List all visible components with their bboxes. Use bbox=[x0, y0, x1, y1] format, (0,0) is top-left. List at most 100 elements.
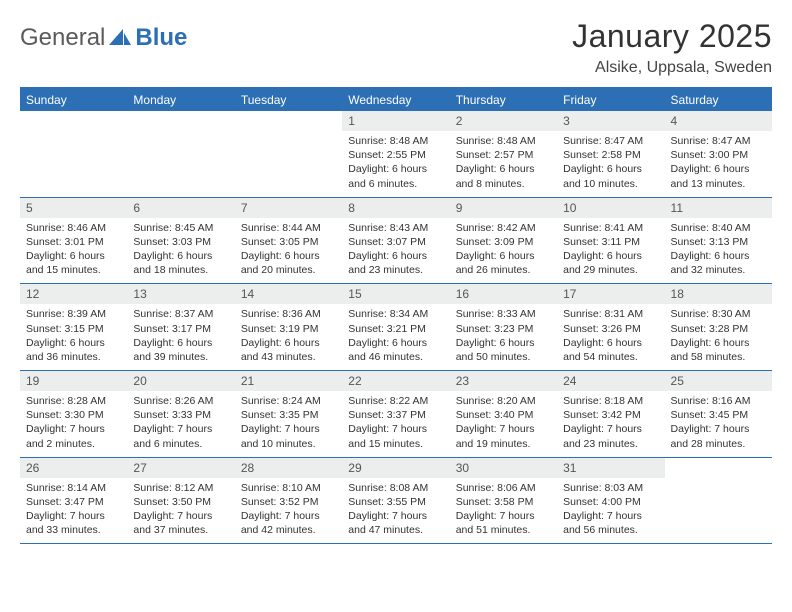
day-cell: 17Sunrise: 8:31 AMSunset: 3:26 PMDayligh… bbox=[557, 284, 664, 370]
day-number: 20 bbox=[127, 371, 234, 391]
day-line: Sunrise: 8:06 AM bbox=[456, 481, 551, 495]
day-body: Sunrise: 8:44 AMSunset: 3:05 PMDaylight:… bbox=[235, 218, 342, 284]
day-line: Daylight: 6 hours bbox=[671, 336, 766, 350]
day-line: and 39 minutes. bbox=[133, 350, 228, 364]
day-number bbox=[20, 111, 127, 131]
day-line: Daylight: 6 hours bbox=[26, 336, 121, 350]
day-number: 28 bbox=[235, 458, 342, 478]
day-line: Sunrise: 8:22 AM bbox=[348, 394, 443, 408]
day-line: and 56 minutes. bbox=[563, 523, 658, 537]
day-body bbox=[665, 478, 772, 487]
day-body bbox=[235, 131, 342, 140]
day-line: Daylight: 7 hours bbox=[26, 422, 121, 436]
day-number: 6 bbox=[127, 198, 234, 218]
location: Alsike, Uppsala, Sweden bbox=[572, 59, 772, 77]
day-header-row: SundayMondayTuesdayWednesdayThursdayFrid… bbox=[20, 89, 772, 111]
day-body: Sunrise: 8:42 AMSunset: 3:09 PMDaylight:… bbox=[450, 218, 557, 284]
day-line: Daylight: 6 hours bbox=[241, 336, 336, 350]
day-line: and 47 minutes. bbox=[348, 523, 443, 537]
day-line: Sunset: 3:17 PM bbox=[133, 322, 228, 336]
day-line: Sunrise: 8:18 AM bbox=[563, 394, 658, 408]
day-line: and 6 minutes. bbox=[133, 437, 228, 451]
day-line: and 37 minutes. bbox=[133, 523, 228, 537]
day-line: Sunset: 3:23 PM bbox=[456, 322, 551, 336]
day-line: and 10 minutes. bbox=[241, 437, 336, 451]
day-body: Sunrise: 8:28 AMSunset: 3:30 PMDaylight:… bbox=[20, 391, 127, 457]
day-line: Sunset: 3:05 PM bbox=[241, 235, 336, 249]
day-body: Sunrise: 8:14 AMSunset: 3:47 PMDaylight:… bbox=[20, 478, 127, 544]
day-line: Sunset: 3:01 PM bbox=[26, 235, 121, 249]
day-line: and 54 minutes. bbox=[563, 350, 658, 364]
day-header-tuesday: Tuesday bbox=[235, 89, 342, 111]
day-line: Sunrise: 8:20 AM bbox=[456, 394, 551, 408]
day-body: Sunrise: 8:33 AMSunset: 3:23 PMDaylight:… bbox=[450, 304, 557, 370]
day-line: Daylight: 6 hours bbox=[456, 162, 551, 176]
day-number: 8 bbox=[342, 198, 449, 218]
day-line: Sunrise: 8:16 AM bbox=[671, 394, 766, 408]
day-header-sunday: Sunday bbox=[20, 89, 127, 111]
day-line: Daylight: 6 hours bbox=[563, 162, 658, 176]
day-line: Sunset: 3:47 PM bbox=[26, 495, 121, 509]
day-body: Sunrise: 8:10 AMSunset: 3:52 PMDaylight:… bbox=[235, 478, 342, 544]
day-number: 31 bbox=[557, 458, 664, 478]
day-cell bbox=[20, 111, 127, 197]
day-line: Sunset: 3:26 PM bbox=[563, 322, 658, 336]
day-line: Daylight: 7 hours bbox=[563, 422, 658, 436]
day-line: Sunset: 3:03 PM bbox=[133, 235, 228, 249]
day-line: Daylight: 7 hours bbox=[241, 509, 336, 523]
day-body: Sunrise: 8:24 AMSunset: 3:35 PMDaylight:… bbox=[235, 391, 342, 457]
day-line: Sunset: 3:13 PM bbox=[671, 235, 766, 249]
day-header-thursday: Thursday bbox=[450, 89, 557, 111]
day-line: and 13 minutes. bbox=[671, 177, 766, 191]
day-line: and 8 minutes. bbox=[456, 177, 551, 191]
day-line: Sunset: 4:00 PM bbox=[563, 495, 658, 509]
day-line: and 23 minutes. bbox=[563, 437, 658, 451]
day-line: Sunrise: 8:43 AM bbox=[348, 221, 443, 235]
day-line: and 29 minutes. bbox=[563, 263, 658, 277]
day-line: Sunset: 3:28 PM bbox=[671, 322, 766, 336]
day-cell: 11Sunrise: 8:40 AMSunset: 3:13 PMDayligh… bbox=[665, 198, 772, 284]
day-line: Sunrise: 8:42 AM bbox=[456, 221, 551, 235]
day-body: Sunrise: 8:48 AMSunset: 2:57 PMDaylight:… bbox=[450, 131, 557, 197]
week-row: 26Sunrise: 8:14 AMSunset: 3:47 PMDayligh… bbox=[20, 458, 772, 545]
day-cell: 5Sunrise: 8:46 AMSunset: 3:01 PMDaylight… bbox=[20, 198, 127, 284]
day-line: Sunrise: 8:45 AM bbox=[133, 221, 228, 235]
day-cell: 28Sunrise: 8:10 AMSunset: 3:52 PMDayligh… bbox=[235, 458, 342, 544]
day-line: and 20 minutes. bbox=[241, 263, 336, 277]
day-body: Sunrise: 8:47 AMSunset: 2:58 PMDaylight:… bbox=[557, 131, 664, 197]
day-line: Daylight: 6 hours bbox=[456, 336, 551, 350]
day-line: Sunrise: 8:40 AM bbox=[671, 221, 766, 235]
day-cell: 20Sunrise: 8:26 AMSunset: 3:33 PMDayligh… bbox=[127, 371, 234, 457]
week-row: 1Sunrise: 8:48 AMSunset: 2:55 PMDaylight… bbox=[20, 111, 772, 198]
day-number: 19 bbox=[20, 371, 127, 391]
day-line: Sunset: 3:58 PM bbox=[456, 495, 551, 509]
header: General Blue January 2025 Alsike, Uppsal… bbox=[20, 18, 772, 77]
day-line: Sunrise: 8:47 AM bbox=[563, 134, 658, 148]
day-line: Sunrise: 8:36 AM bbox=[241, 307, 336, 321]
day-line: Sunset: 3:00 PM bbox=[671, 148, 766, 162]
day-cell: 14Sunrise: 8:36 AMSunset: 3:19 PMDayligh… bbox=[235, 284, 342, 370]
day-line: and 23 minutes. bbox=[348, 263, 443, 277]
day-line: Daylight: 7 hours bbox=[133, 509, 228, 523]
day-line: Sunset: 3:55 PM bbox=[348, 495, 443, 509]
day-line: and 28 minutes. bbox=[671, 437, 766, 451]
day-line: Sunrise: 8:34 AM bbox=[348, 307, 443, 321]
day-line: Sunset: 3:30 PM bbox=[26, 408, 121, 422]
day-line: Daylight: 7 hours bbox=[241, 422, 336, 436]
day-line: and 58 minutes. bbox=[671, 350, 766, 364]
day-body: Sunrise: 8:45 AMSunset: 3:03 PMDaylight:… bbox=[127, 218, 234, 284]
day-line: Sunrise: 8:39 AM bbox=[26, 307, 121, 321]
day-cell: 29Sunrise: 8:08 AMSunset: 3:55 PMDayligh… bbox=[342, 458, 449, 544]
day-line: and 15 minutes. bbox=[348, 437, 443, 451]
day-header-wednesday: Wednesday bbox=[342, 89, 449, 111]
day-number: 1 bbox=[342, 111, 449, 131]
day-line: Sunset: 2:55 PM bbox=[348, 148, 443, 162]
day-cell: 4Sunrise: 8:47 AMSunset: 3:00 PMDaylight… bbox=[665, 111, 772, 197]
day-cell bbox=[665, 458, 772, 544]
day-line: Sunrise: 8:33 AM bbox=[456, 307, 551, 321]
day-line: Sunset: 3:33 PM bbox=[133, 408, 228, 422]
day-number: 27 bbox=[127, 458, 234, 478]
day-body bbox=[20, 131, 127, 140]
day-line: Sunrise: 8:31 AM bbox=[563, 307, 658, 321]
day-line: Sunrise: 8:47 AM bbox=[671, 134, 766, 148]
